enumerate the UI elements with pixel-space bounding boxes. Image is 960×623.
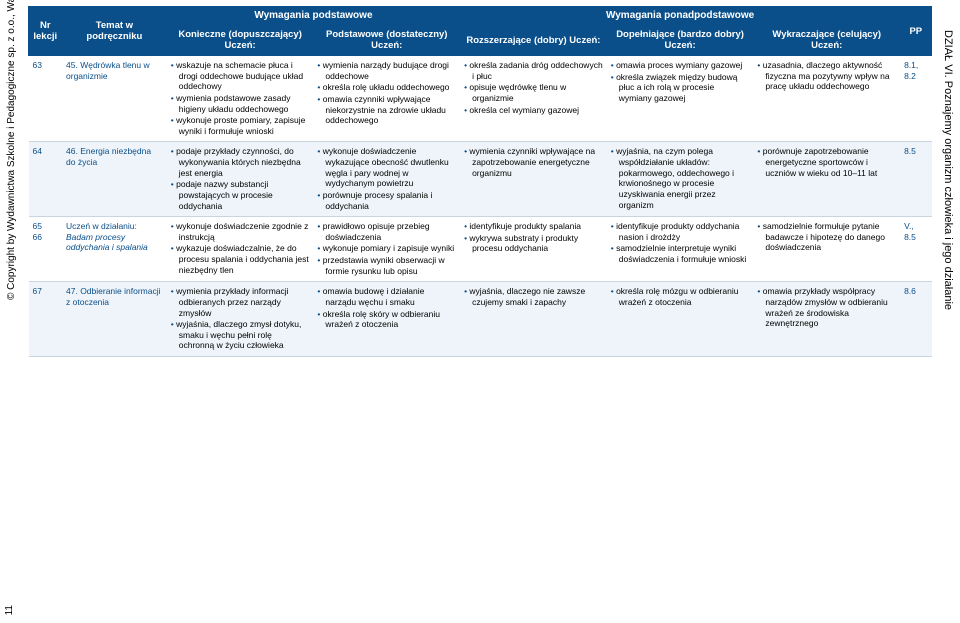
list-item: wyjaśnia, na czym polega współdziałanie … xyxy=(611,146,750,210)
col-pp: PP xyxy=(900,7,931,56)
col-rozszerzajace: Rozszerzające (dobry) Uczeń: xyxy=(460,25,607,56)
cell-nr: 63 xyxy=(29,56,63,142)
cell-temat: 45. Wędrówka tlenu w organizmie xyxy=(62,56,167,142)
cell-pp: 8.5 xyxy=(900,142,931,217)
col-wykraczajace: Wykraczające (celujący) Uczeń: xyxy=(753,25,900,56)
list-item: identyfikuje produkty oddychania nasion … xyxy=(611,221,750,242)
list-item: wykonuje doświadczenie zgodnie z instruk… xyxy=(171,221,310,242)
list-item: określa rolę mózgu w odbieraniu wrażeń z… xyxy=(611,286,750,307)
cell-wykraczajace: uzasadnia, dlaczego aktywność fizyczna m… xyxy=(753,56,900,142)
list-item: wykonuje doświadczenie wykazujące obecno… xyxy=(317,146,456,189)
list-item: określa związek między budową płuc a ich… xyxy=(611,72,750,104)
col-dopelniajace: Dopełniające (bardzo dobry) Uczeń: xyxy=(607,25,754,56)
table-row: 6345. Wędrówka tlenu w organizmiewskazuj… xyxy=(29,56,932,142)
cell-podstawowe: wykonuje doświadczenie wykazujące obecno… xyxy=(313,142,460,217)
cell-podstawowe: wymienia narządy budujące drogi oddechow… xyxy=(313,56,460,142)
list-item: wykonuje pomiary i zapisuje wyniki xyxy=(317,243,456,254)
cell-konieczne: wymienia przykłady informacji odbieranyc… xyxy=(167,282,314,357)
group-basic: Wymagania podstawowe xyxy=(167,7,460,25)
list-item: identyfikuje produkty spalania xyxy=(464,221,603,232)
list-item: prawidłowo opisuje przebieg doświadczeni… xyxy=(317,221,456,242)
list-item: podaje nazwy substancji powstających w p… xyxy=(171,179,310,211)
list-item: omawia budowę i działanie narządu węchu … xyxy=(317,286,456,307)
list-item: wymienia czynniki wpływające na zapotrze… xyxy=(464,146,603,178)
cell-wykraczajace: omawia przykłady współpracy narządów zmy… xyxy=(753,282,900,357)
list-item: wskazuje na schemacie płuca i drogi odde… xyxy=(171,60,310,92)
list-item: samodzielnie formułuje pytanie badawcze … xyxy=(757,221,896,253)
requirements-table-wrap: Nr lekcji Temat w podręczniku Wymagania … xyxy=(28,6,932,357)
cell-nr: 67 xyxy=(29,282,63,357)
list-item: określa zadania dróg oddechowych i płuc xyxy=(464,60,603,81)
list-item: samodzielnie interpretuje wyniki doświad… xyxy=(611,243,750,264)
group-extended: Wymagania ponadpodstawowe xyxy=(460,7,900,25)
cell-dopelniajace: wyjaśnia, na czym polega współdziałanie … xyxy=(607,142,754,217)
page-number: 11 xyxy=(4,605,15,615)
copyright-text: © Copyright by Wydawnictwa Szkolne i Ped… xyxy=(6,0,17,300)
cell-rozszerzajace: określa zadania dróg oddechowych i płuco… xyxy=(460,56,607,142)
table-row: 6446. Energia niezbędna do życiapodaje p… xyxy=(29,142,932,217)
cell-pp: V., 8.5 xyxy=(900,217,931,282)
list-item: omawia przykłady współpracy narządów zmy… xyxy=(757,286,896,329)
list-item: wymienia narządy budujące drogi oddechow… xyxy=(317,60,456,81)
list-item: wykrywa substraty i produkty procesu odd… xyxy=(464,233,603,254)
col-temat: Temat w podręczniku xyxy=(62,7,167,56)
cell-temat: 46. Energia niezbędna do życia xyxy=(62,142,167,217)
cell-wykraczajace: samodzielnie formułuje pytanie badawcze … xyxy=(753,217,900,282)
cell-dopelniajace: identyfikuje produkty oddychania nasion … xyxy=(607,217,754,282)
list-item: porównuje procesy spalania i oddychania xyxy=(317,190,456,211)
cell-nr: 64 xyxy=(29,142,63,217)
list-item: podaje przykłady czynności, do wykonywan… xyxy=(171,146,310,178)
list-item: wykazuje doświadczalnie, że do procesu s… xyxy=(171,243,310,275)
cell-rozszerzajace: identyfikuje produkty spalaniawykrywa su… xyxy=(460,217,607,282)
cell-konieczne: podaje przykłady czynności, do wykonywan… xyxy=(167,142,314,217)
cell-podstawowe: prawidłowo opisuje przebieg doświadczeni… xyxy=(313,217,460,282)
col-podstawowe: Podstawowe (dostateczny) Uczeń: xyxy=(313,25,460,56)
section-title: DZIAŁ VI. Poznajemy organizm człowieka i… xyxy=(942,30,954,590)
col-konieczne: Konieczne (dopuszczający) Uczeń: xyxy=(167,25,314,56)
list-item: wyjaśnia, dlaczego nie zawsze czujemy sm… xyxy=(464,286,603,307)
cell-dopelniajace: omawia proces wymiany gazowejokreśla zwi… xyxy=(607,56,754,142)
cell-pp: 8.6 xyxy=(900,282,931,357)
cell-rozszerzajace: wyjaśnia, dlaczego nie zawsze czujemy sm… xyxy=(460,282,607,357)
cell-wykraczajace: porównuje zapotrzebowanie energetyczne s… xyxy=(753,142,900,217)
cell-konieczne: wskazuje na schemacie płuca i drogi odde… xyxy=(167,56,314,142)
cell-rozszerzajace: wymienia czynniki wpływające na zapotrze… xyxy=(460,142,607,217)
cell-pp: 8.1, 8.2 xyxy=(900,56,931,142)
list-item: wykonuje proste pomiary, zapisuje wyniki… xyxy=(171,115,310,136)
cell-temat: 47. Odbieranie informacji z otoczenia xyxy=(62,282,167,357)
table-body: 6345. Wędrówka tlenu w organizmiewskazuj… xyxy=(29,56,932,357)
list-item: omawia proces wymiany gazowej xyxy=(611,60,750,71)
cell-konieczne: wykonuje doświadczenie zgodnie z instruk… xyxy=(167,217,314,282)
list-item: określa rolę układu oddechowego xyxy=(317,82,456,93)
list-item: określa rolę skóry w odbieraniu wrażeń z… xyxy=(317,309,456,330)
list-item: przedstawia wyniki obserwacji w formie r… xyxy=(317,255,456,276)
cell-podstawowe: omawia budowę i działanie narządu węchu … xyxy=(313,282,460,357)
col-nr: Nr lekcji xyxy=(29,7,63,56)
cell-temat: Uczeń w działaniu: Badam procesy oddycha… xyxy=(62,217,167,282)
list-item: wymienia podstawowe zasady higieny układ… xyxy=(171,93,310,114)
list-item: wyjaśnia, dlaczego zmysł dotyku, smaku i… xyxy=(171,319,310,351)
table-row: 6566Uczeń w działaniu: Badam procesy odd… xyxy=(29,217,932,282)
cell-dopelniajace: określa rolę mózgu w odbieraniu wrażeń z… xyxy=(607,282,754,357)
table-row: 6747. Odbieranie informacji z otoczeniaw… xyxy=(29,282,932,357)
list-item: wymienia przykłady informacji odbieranyc… xyxy=(171,286,310,318)
list-item: porównuje zapotrzebowanie energetyczne s… xyxy=(757,146,896,178)
list-item: określa cel wymiany gazowej xyxy=(464,105,603,116)
list-item: omawia czynniki wpływające niekorzystnie… xyxy=(317,94,456,126)
list-item: uzasadnia, dlaczego aktywność fizyczna m… xyxy=(757,60,896,92)
requirements-table: Nr lekcji Temat w podręczniku Wymagania … xyxy=(28,6,932,357)
list-item: opisuje wędrówkę tlenu w organizmie xyxy=(464,82,603,103)
cell-nr: 6566 xyxy=(29,217,63,282)
